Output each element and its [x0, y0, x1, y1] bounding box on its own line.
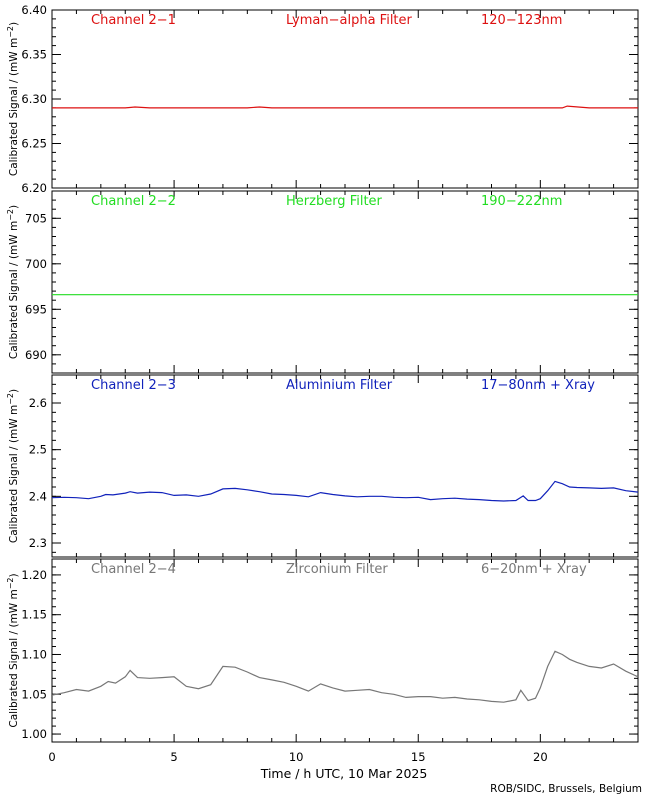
filter-label: Lyman−alpha Filter — [286, 13, 413, 28]
x-tick-label: 10 — [289, 750, 304, 764]
channel-panel-2: 690 695 700 705 Calibrated Signal / (mW m−2)… — [6, 190, 639, 374]
y-tick-label: 2.3 — [29, 536, 47, 550]
x-axis-label: Time / h UTC, 10 Mar 2025 — [260, 766, 428, 781]
y-tick-label: 705 — [25, 211, 47, 225]
panel-frame — [51, 374, 639, 558]
y-axis-label: Calibrated Signal / (mW m−2) — [6, 389, 20, 543]
x-tick-label: 20 — [533, 750, 548, 764]
filter-label: Herzberg Filter — [286, 194, 383, 209]
channel-label: Channel 2−3 — [91, 378, 176, 393]
credit-text: ROB/SIDC, Brussels, Belgium — [490, 783, 642, 795]
y-tick-label: 6.30 — [21, 92, 47, 106]
y-tick-label: 2.4 — [29, 489, 47, 503]
filter-label: Aluminium Filter — [286, 378, 393, 393]
y-tick-label: 1.10 — [21, 647, 47, 661]
y-tick-label: 6.35 — [21, 48, 47, 62]
panel-frame — [51, 558, 639, 743]
x-tick-label: 5 — [170, 750, 177, 764]
y-axis-label: Calibrated Signal / (mW m−2) — [6, 573, 20, 727]
channel-label: Channel 2−4 — [91, 562, 176, 577]
y-tick-label: 1.20 — [21, 568, 47, 582]
y-tick-label: 2.5 — [29, 443, 47, 457]
y-tick-label: 695 — [25, 302, 47, 316]
filter-label: Zirconium Filter — [286, 562, 388, 577]
panel-frame — [51, 9, 639, 189]
y-axis-label: Calibrated Signal / (mW m−2) — [6, 205, 20, 359]
series-line — [51, 650, 639, 703]
x-tick-label: 15 — [411, 750, 426, 764]
panel-frame — [51, 190, 639, 374]
y-axis-label: Calibrated Signal / (mW m−2) — [6, 22, 20, 176]
channel-panel-3: 2.3 2.4 2.5 2.6 Calibrated Signal / (mW m−2)… — [6, 374, 639, 558]
band-label: 17−80nm + Xray — [481, 378, 595, 393]
x-tick-label: 0 — [48, 750, 55, 764]
band-label: 190−222nm — [481, 194, 562, 209]
y-tick-label: 6.40 — [21, 3, 47, 17]
y-tick-label: 1.00 — [21, 727, 47, 741]
y-tick-label: 690 — [25, 348, 47, 362]
y-tick-label: 2.6 — [29, 396, 47, 410]
y-tick-label: 700 — [25, 257, 47, 271]
series-line — [52, 105, 638, 109]
series-line — [51, 480, 639, 502]
band-label: 120−123nm — [481, 13, 562, 28]
band-label: 6−20nm + Xray — [481, 562, 587, 577]
y-tick-label: 6.20 — [21, 181, 47, 195]
y-tick-label: 1.05 — [21, 687, 47, 701]
channel-label: Channel 2−1 — [91, 13, 176, 28]
channel-label: Channel 2−2 — [91, 194, 176, 209]
y-tick-label: 1.15 — [21, 608, 47, 622]
y-tick-label: 6.25 — [21, 137, 47, 151]
